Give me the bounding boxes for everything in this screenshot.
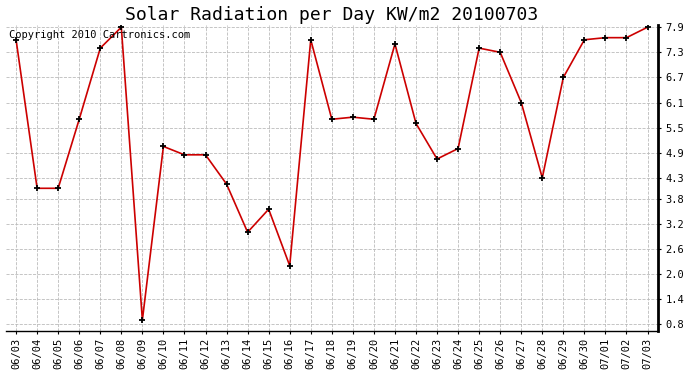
Text: Copyright 2010 Cartronics.com: Copyright 2010 Cartronics.com bbox=[9, 30, 190, 40]
Title: Solar Radiation per Day KW/m2 20100703: Solar Radiation per Day KW/m2 20100703 bbox=[125, 6, 538, 24]
